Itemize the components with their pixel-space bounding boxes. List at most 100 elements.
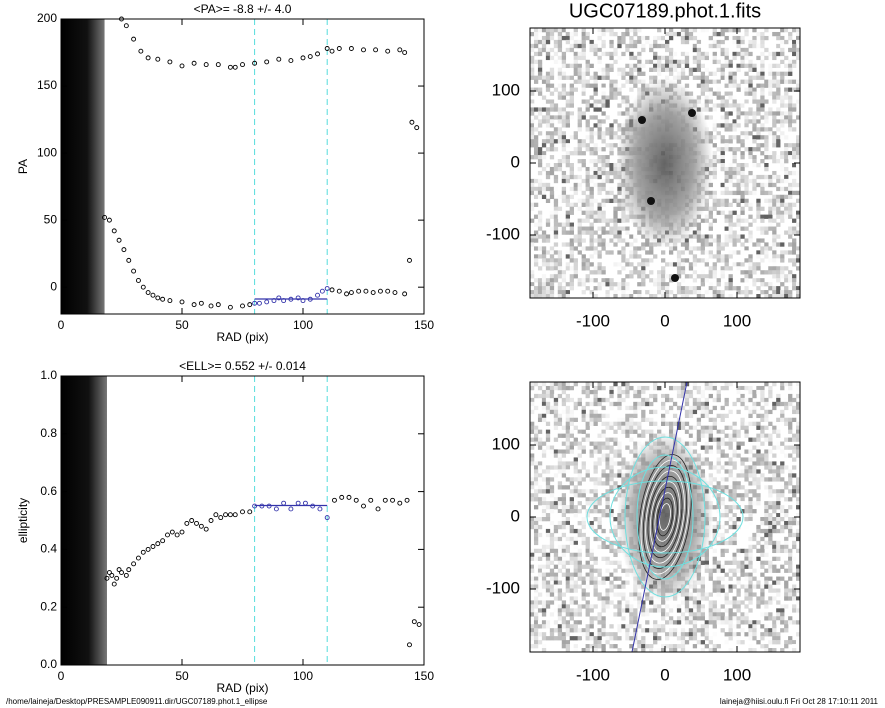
pixel <box>772 155 777 160</box>
pixel <box>732 513 737 518</box>
pixel <box>549 536 555 542</box>
pixel <box>609 457 614 462</box>
pixel <box>569 278 574 283</box>
pixel <box>549 548 555 554</box>
pixel <box>645 616 650 621</box>
data-point <box>409 119 415 125</box>
data-point <box>240 303 245 309</box>
pixel <box>589 147 594 152</box>
pixel <box>748 67 753 72</box>
pixel <box>772 83 777 88</box>
plot-frame <box>529 27 801 299</box>
pixel <box>573 461 578 466</box>
pixel <box>537 123 543 128</box>
pixel <box>617 421 622 426</box>
pixel <box>613 552 618 558</box>
pixel <box>549 393 555 399</box>
pixel <box>609 31 614 37</box>
pixel <box>764 115 769 120</box>
pixel <box>672 628 678 633</box>
pixel <box>557 262 563 267</box>
pixel <box>565 584 571 589</box>
pixel <box>657 270 662 275</box>
pixel <box>593 604 598 609</box>
pixel <box>557 194 563 200</box>
pixel <box>549 389 555 395</box>
pixel <box>728 238 733 243</box>
pixel <box>593 79 598 84</box>
pixel <box>601 445 606 450</box>
pixel <box>712 51 717 57</box>
pixel <box>545 517 551 522</box>
pixel <box>537 159 543 164</box>
pixel <box>581 413 586 419</box>
pixel <box>537 163 543 168</box>
pixel <box>597 166 602 172</box>
pixel <box>688 290 694 295</box>
pixel <box>573 624 578 629</box>
pixel <box>748 473 753 478</box>
pixel <box>537 445 543 450</box>
pixel <box>609 584 614 589</box>
pixel <box>530 409 535 415</box>
pixel <box>545 123 551 128</box>
pixel <box>756 43 761 49</box>
pixel <box>704 238 709 243</box>
pixel <box>533 28 539 33</box>
pixel <box>728 226 733 231</box>
pixel <box>601 155 606 160</box>
pixel <box>530 234 535 239</box>
pixel <box>621 31 626 37</box>
pixel <box>557 596 563 601</box>
pixel <box>772 250 777 255</box>
pixel <box>708 35 713 41</box>
pixel <box>788 258 793 263</box>
pixel <box>732 242 737 247</box>
pixel <box>728 75 733 80</box>
pixel <box>549 286 555 291</box>
pixel <box>700 250 706 255</box>
pixel <box>704 560 709 565</box>
pixel <box>585 469 590 474</box>
pixel <box>720 135 725 140</box>
pixel <box>561 640 567 645</box>
pixel <box>617 43 622 49</box>
pixel <box>545 588 551 593</box>
pixel <box>573 572 578 577</box>
pixel <box>776 127 781 132</box>
pixel <box>756 497 761 502</box>
pixel <box>557 385 563 391</box>
pixel <box>629 75 634 80</box>
pixel <box>601 596 606 601</box>
pixel <box>593 580 598 585</box>
pixel <box>533 556 539 561</box>
pixel <box>545 477 551 482</box>
pixel <box>724 111 729 116</box>
pixel <box>585 393 590 399</box>
pixel <box>704 250 709 255</box>
pixel <box>728 63 733 69</box>
pixel <box>597 99 602 104</box>
pixel <box>784 79 789 84</box>
pixel <box>661 401 666 407</box>
pixel <box>585 119 590 124</box>
data-point <box>184 520 190 526</box>
pixel <box>537 186 543 192</box>
pixel <box>537 477 543 482</box>
pixel <box>565 397 571 403</box>
pixel <box>704 413 709 419</box>
pixel <box>692 389 698 395</box>
pixel <box>736 139 741 144</box>
pixel <box>716 497 721 502</box>
pixel <box>744 612 749 617</box>
pixel <box>792 218 797 223</box>
data-point <box>361 47 366 53</box>
pixel <box>720 198 725 204</box>
pixel <box>625 393 630 399</box>
pixel <box>533 290 539 295</box>
pixel <box>569 250 574 255</box>
pixel <box>736 592 741 597</box>
pixel <box>700 588 706 593</box>
pixel <box>665 31 670 37</box>
pixel <box>712 59 717 65</box>
